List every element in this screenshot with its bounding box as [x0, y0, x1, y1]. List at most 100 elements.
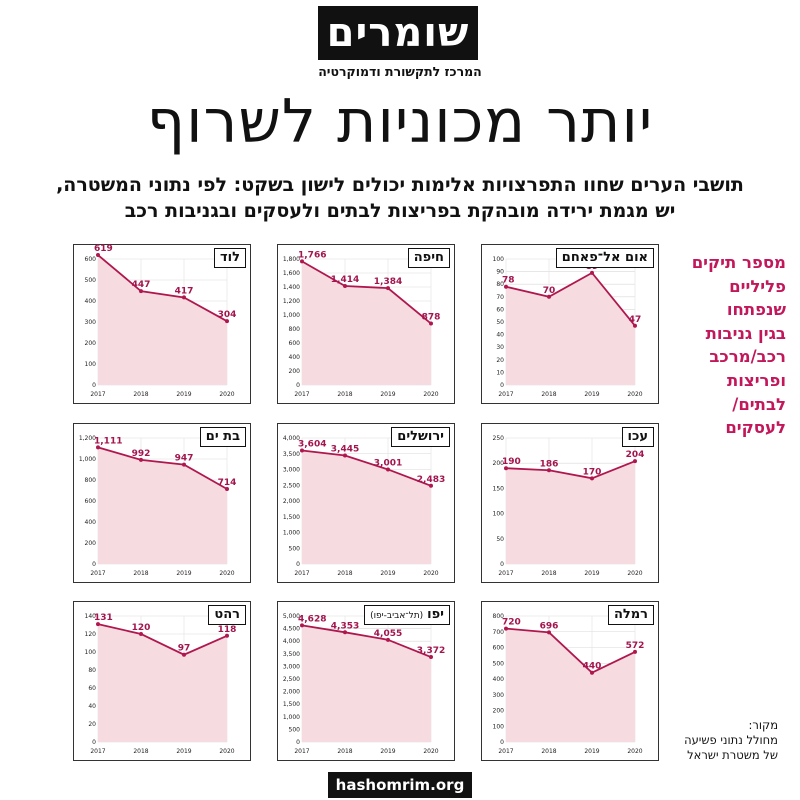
x-tick-label: 2019 — [584, 748, 599, 755]
data-label: 204 — [626, 450, 645, 460]
x-tick-label: 2019 — [584, 391, 599, 398]
y-tick-label: 1,000 — [283, 312, 300, 319]
series-line — [301, 260, 432, 325]
y-tick-label: 2,000 — [283, 689, 300, 696]
y-tick-label: 3,500 — [283, 651, 300, 658]
x-tick-label: 2020 — [219, 748, 234, 755]
data-label: 304 — [218, 310, 237, 320]
data-point — [633, 459, 637, 464]
data-point — [225, 319, 229, 324]
y-tick-label: 0 — [296, 739, 300, 746]
logo-tagline: המרכז לתקשורת ודמוקרטיה — [318, 64, 482, 79]
chart-svg: 0 500 1,000 1,500 2,000 2,500 3,000 3,500 4,000 2… — [283, 435, 445, 577]
data-point — [96, 622, 100, 627]
y-tick-label: 80 — [496, 281, 504, 288]
y-tick-label: 300 — [493, 692, 505, 699]
y-tick-label: 600 — [85, 498, 97, 505]
y-tick-label: 500 — [289, 726, 301, 733]
area-fill — [506, 272, 635, 385]
data-label: 120 — [132, 623, 151, 633]
y-tick-label: 0 — [92, 382, 96, 389]
chart-panel: 0 100 200 300 400 500 600 2017 2018 2019 2020 619 44… — [73, 244, 251, 404]
y-tick-label: 0 — [296, 561, 300, 568]
side-label-line: מספר תיקים — [691, 253, 786, 272]
y-tick-label: 0 — [92, 561, 96, 568]
y-tick-label: 20 — [496, 357, 504, 364]
y-tick-label: 200 — [85, 540, 97, 547]
data-label: 2,483 — [417, 475, 445, 485]
y-tick-label: 4,000 — [283, 435, 300, 442]
y-tick-label: 100 — [85, 361, 97, 368]
data-label: 170 — [583, 467, 602, 477]
x-tick-label: 2020 — [423, 570, 438, 577]
city-name: חיפה — [413, 250, 444, 265]
y-tick-label: 50 — [496, 536, 504, 543]
x-tick-label: 2017 — [294, 748, 309, 755]
data-label: 1,111 — [94, 436, 122, 446]
y-tick-label: 200 — [493, 460, 505, 467]
subtitle-line: יש מגמת ירידה מובהקת בפריצות לבתים ולעסק… — [124, 200, 676, 222]
side-label: מספר תיקים פליליים שנפתחו בגין גניבות רכ… — [664, 251, 786, 440]
side-label-line: לבתים/ — [732, 394, 786, 414]
city-name: לוד — [220, 250, 240, 265]
side-label-line: רכב/מרכב — [709, 347, 786, 367]
data-point — [504, 626, 508, 631]
x-tick-label: 2017 — [498, 570, 513, 577]
subtitle-line: תושבי הערים שחוו התפרצויות אלימות יכולים… — [56, 174, 744, 196]
data-point — [386, 467, 390, 472]
city-name: רמלה — [613, 607, 648, 622]
side-label-line: פליליים — [729, 276, 786, 296]
chart-title: ירושלים — [391, 427, 450, 447]
x-tick-label: 2020 — [219, 570, 234, 577]
y-tick-label: 600 — [493, 645, 505, 652]
y-tick-label: 500 — [493, 660, 505, 667]
chart-title: לוד — [214, 248, 246, 268]
y-tick-label: 0 — [500, 382, 504, 389]
y-tick-label: 3,500 — [283, 451, 300, 458]
area-fill — [302, 450, 431, 564]
page-title: יותר מכוניות לשרוף — [146, 87, 654, 157]
x-tick-label: 2020 — [627, 570, 642, 577]
data-label: 118 — [218, 625, 237, 635]
source-line: מקור: — [748, 718, 778, 732]
y-tick-label: 800 — [493, 613, 505, 620]
chart-title: בת ים — [199, 427, 246, 447]
y-tick-label: 40 — [496, 332, 504, 339]
y-tick-label: 1,000 — [283, 714, 300, 721]
y-tick-label: 50 — [496, 319, 504, 326]
y-tick-label: 400 — [493, 676, 505, 683]
source-note: מקור: מחולל נתוני פשיעה של משטרת ישראל — [660, 718, 778, 763]
y-tick-label: 80 — [88, 667, 96, 674]
y-tick-label: 5,000 — [283, 613, 300, 620]
y-tick-label: 2,500 — [283, 676, 300, 683]
y-tick-label: 0 — [500, 739, 504, 746]
y-tick-label: 1,000 — [79, 456, 96, 463]
y-tick-label: 120 — [85, 631, 97, 638]
data-label: 619 — [94, 244, 113, 254]
data-point — [225, 487, 229, 492]
y-tick-label: 100 — [85, 649, 97, 656]
city-name: עכו — [627, 429, 648, 444]
source-line: של משטרת ישראל — [687, 748, 778, 762]
x-tick-label: 2018 — [541, 570, 556, 577]
footer-url[interactable]: hashomrim.org — [328, 772, 472, 798]
chart-panel: 0 500 1,000 1,500 2,000 2,500 3,000 3,500 4,000 2… — [277, 423, 455, 583]
data-point — [225, 633, 229, 638]
y-tick-label: 0 — [500, 561, 504, 568]
chart-svg: 0 100 200 300 400 500 600 2017 2018 2019 2020 619 44… — [85, 244, 237, 398]
data-label: 70 — [543, 286, 556, 296]
data-point — [429, 655, 433, 660]
area-fill — [302, 625, 431, 742]
y-tick-label: 70 — [496, 294, 504, 301]
data-label: 1,414 — [331, 275, 359, 285]
side-label-line: בגין גניבות — [705, 323, 786, 343]
area-fill — [98, 255, 227, 385]
chart-svg: 0 10 20 30 40 50 60 70 80 90 100 2017 2018 2019 2020 78… — [493, 256, 643, 398]
y-tick-label: 90 — [496, 269, 504, 276]
y-tick-label: 500 — [289, 545, 301, 552]
data-point — [590, 476, 594, 481]
y-tick-label: 500 — [85, 277, 97, 284]
data-label: 878 — [422, 313, 441, 323]
data-label: 714 — [218, 478, 237, 488]
series-line — [505, 627, 636, 674]
